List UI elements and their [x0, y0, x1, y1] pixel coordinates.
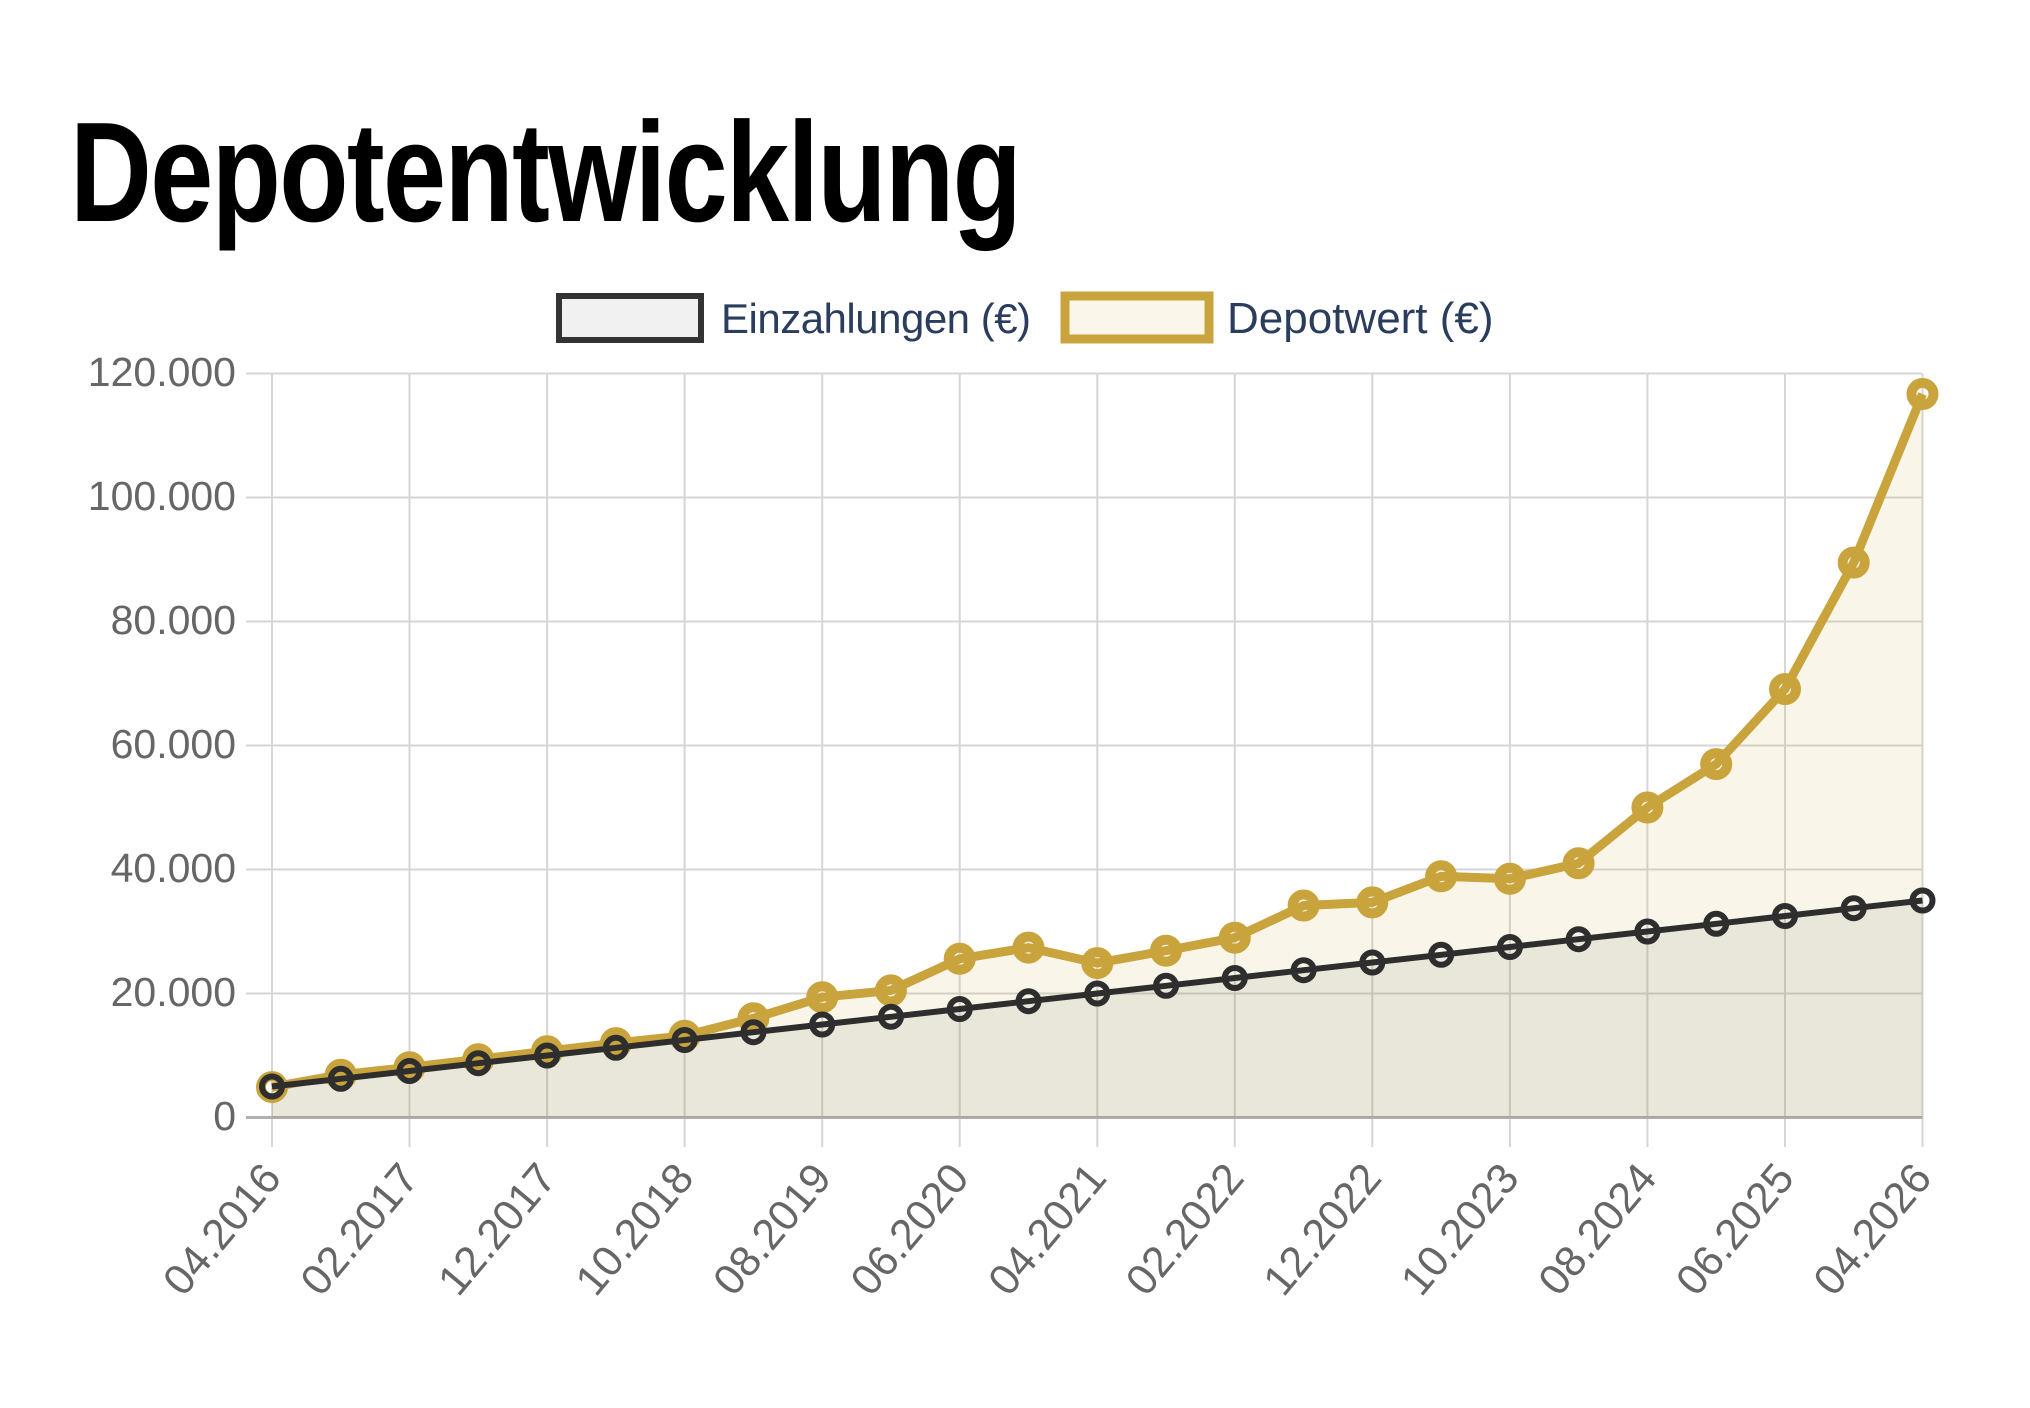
svg-text:02.2017: 02.2017: [291, 1155, 428, 1305]
svg-text:08.2024: 08.2024: [1529, 1155, 1666, 1305]
svg-text:Einzahlungen (€): Einzahlungen (€): [721, 295, 1031, 342]
svg-text:0: 0: [213, 1093, 236, 1139]
svg-text:06.2020: 06.2020: [842, 1155, 979, 1305]
svg-text:10.2018: 10.2018: [567, 1155, 704, 1305]
svg-text:100.000: 100.000: [88, 473, 236, 519]
svg-text:04.2016: 04.2016: [154, 1155, 291, 1305]
svg-text:120.000: 120.000: [88, 349, 236, 395]
svg-text:12.2022: 12.2022: [1254, 1155, 1391, 1305]
svg-text:60.000: 60.000: [111, 721, 236, 767]
svg-text:06.2025: 06.2025: [1667, 1155, 1804, 1305]
svg-text:10.2023: 10.2023: [1392, 1155, 1529, 1305]
svg-text:08.2019: 08.2019: [704, 1155, 841, 1305]
svg-text:04.2021: 04.2021: [979, 1155, 1116, 1305]
svg-text:02.2022: 02.2022: [1117, 1155, 1254, 1305]
svg-text:12.2017: 12.2017: [429, 1155, 566, 1305]
svg-text:80.000: 80.000: [111, 597, 236, 643]
svg-text:20.000: 20.000: [111, 969, 236, 1015]
svg-text:40.000: 40.000: [111, 845, 236, 891]
svg-text:04.2026: 04.2026: [1804, 1155, 1941, 1305]
svg-text:Depotwert (€): Depotwert (€): [1227, 294, 1494, 343]
